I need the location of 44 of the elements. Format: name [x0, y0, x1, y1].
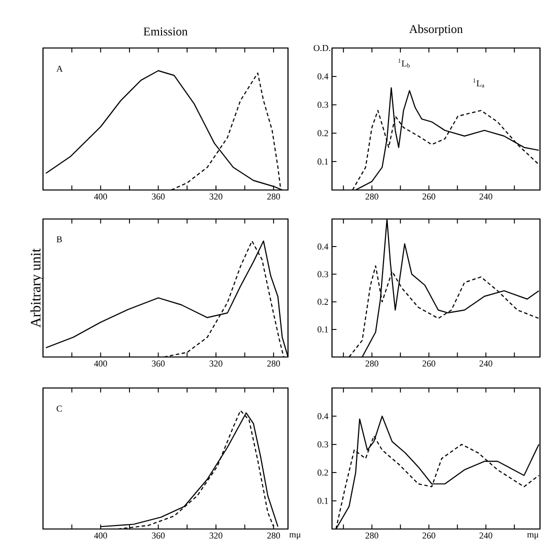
annotation: $^{1}$L$_{b}$ [398, 58, 410, 68]
x-tick-label: 240 [480, 360, 492, 367]
x-tick-label: 280 [366, 532, 378, 539]
x-tick-label: 240 [480, 194, 492, 200]
x-tick-label: 400 [94, 194, 108, 200]
x-tick-label: 400 [94, 532, 108, 539]
x-tick-label: 260 [422, 532, 436, 539]
x-tick-label: 320 [210, 360, 222, 367]
chart-title: Absorption [409, 24, 463, 36]
x-tick-label: 260 [422, 194, 436, 200]
x-tick-label: 280 [267, 360, 280, 367]
y-tick-label: 0.4 [318, 413, 328, 420]
y-tick-label: 0.1 [318, 158, 328, 165]
annotation: A [56, 66, 63, 72]
x-axis-title: mμ [289, 533, 301, 540]
y-tick-label: 0.2 [318, 470, 328, 476]
x-tick-label: 320 [210, 532, 222, 539]
y-tick-label: 0.2 [318, 298, 328, 305]
x-tick-label: 240 [480, 532, 492, 539]
annotation: B [56, 236, 62, 242]
x-axis-title: mμ [527, 533, 538, 540]
y-tick-label: 0.4 [318, 244, 328, 250]
chart-title: Emission [144, 27, 188, 36]
x-tick-label: 280 [267, 194, 280, 200]
annotation: C [56, 406, 62, 412]
y-tick-label: 0.3 [318, 271, 328, 278]
x-tick-label: 360 [152, 532, 165, 539]
y-tick-label: 0.3 [318, 102, 328, 108]
x-tick-label: 280 [366, 194, 378, 200]
x-tick-label: 360 [152, 360, 165, 367]
x-tick-label: 260 [422, 360, 436, 367]
y-tick-label: 0.3 [318, 441, 328, 448]
y-axis-title: Arbitrary unit [30, 248, 44, 328]
y-axis-title: O.D. [314, 44, 330, 52]
y-tick-label: 0.2 [318, 130, 328, 136]
x-tick-label: 280 [267, 532, 280, 539]
x-tick-label: 360 [152, 194, 165, 200]
x-tick-label: 400 [94, 360, 108, 367]
x-tick-label: 280 [366, 360, 378, 367]
annotation: $^{1}$L$_{a}$ [473, 78, 484, 88]
y-tick-label: 0.4 [318, 73, 328, 80]
y-tick-label: 0.1 [318, 498, 328, 504]
x-tick-label: 320 [210, 194, 222, 200]
y-tick-label: 0.1 [318, 326, 328, 332]
